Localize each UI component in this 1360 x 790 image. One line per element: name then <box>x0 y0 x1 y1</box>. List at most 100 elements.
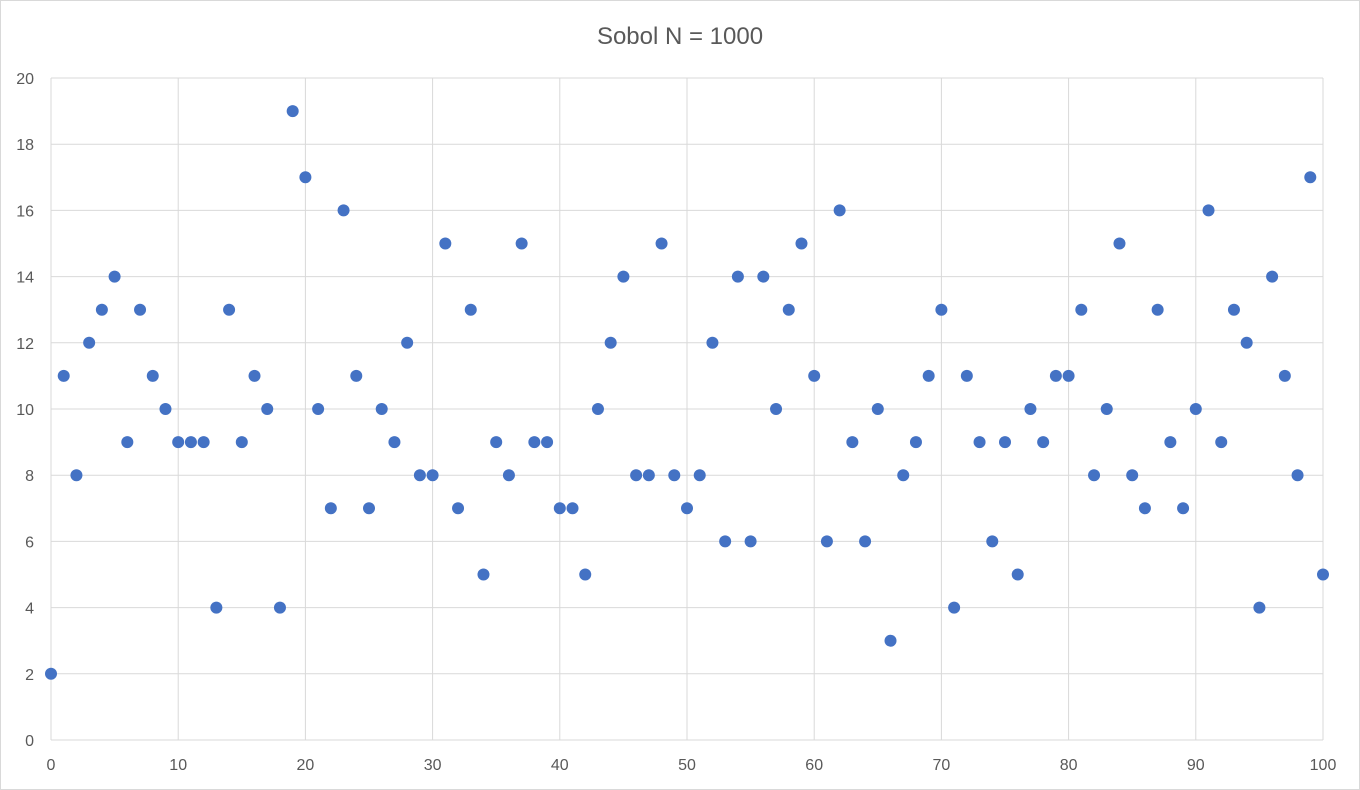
data-point <box>846 436 859 449</box>
data-point <box>935 303 948 316</box>
data-point <box>210 601 223 614</box>
data-point <box>45 667 57 680</box>
data-point <box>541 436 554 449</box>
x-tick-label: 70 <box>933 757 951 774</box>
data-point <box>83 336 96 349</box>
data-point <box>1291 469 1304 482</box>
data-point <box>248 369 261 382</box>
data-point <box>1126 469 1139 482</box>
data-point <box>579 568 592 581</box>
y-tick-label: 12 <box>16 336 34 353</box>
x-tick-label: 50 <box>678 757 696 774</box>
data-point <box>1151 303 1164 316</box>
data-point <box>477 568 490 581</box>
gridlines <box>50 77 1324 741</box>
data-point <box>388 436 401 449</box>
y-tick-label: 10 <box>16 402 34 419</box>
data-point <box>617 270 630 283</box>
data-point <box>591 403 604 415</box>
data-point <box>1062 369 1075 382</box>
y-axis-tick-labels: 0 2 4 6 8 10 12 14 16 18 20 <box>16 71 34 750</box>
data-point <box>630 469 643 482</box>
y-tick-label: 4 <box>25 601 34 618</box>
data-point <box>986 535 999 548</box>
data-point <box>655 237 668 250</box>
data-point <box>363 502 375 515</box>
x-tick-label: 90 <box>1187 757 1205 774</box>
data-point <box>439 237 452 250</box>
data-point <box>782 303 795 316</box>
data-point <box>553 502 566 515</box>
data-point <box>706 336 719 349</box>
data-point <box>197 436 210 449</box>
data-point <box>999 436 1011 449</box>
data-point <box>528 436 541 449</box>
data-point <box>235 436 248 449</box>
data-point <box>57 369 70 382</box>
x-tick-label: 0 <box>47 757 56 774</box>
chart-title: Sobol N = 1000 <box>597 23 763 50</box>
data-point <box>922 369 935 382</box>
data-point <box>1304 171 1317 184</box>
x-tick-label: 60 <box>805 757 823 774</box>
data-point <box>159 403 172 415</box>
data-point <box>1100 403 1113 415</box>
y-tick-label: 14 <box>16 270 34 287</box>
y-tick-label: 0 <box>25 733 34 750</box>
data-point <box>871 403 884 415</box>
data-point <box>401 336 414 349</box>
y-tick-label: 18 <box>16 137 34 154</box>
x-tick-label: 20 <box>297 757 315 774</box>
data-point <box>1113 237 1126 250</box>
y-tick-label: 16 <box>16 203 34 220</box>
data-point <box>515 237 528 250</box>
data-point <box>1075 303 1088 316</box>
y-tick-label: 6 <box>25 534 34 551</box>
data-point <box>1049 369 1062 382</box>
data-point <box>795 237 808 250</box>
y-tick-label: 2 <box>25 667 34 684</box>
data-point <box>108 270 121 283</box>
data-point <box>909 436 922 449</box>
data-point <box>121 436 134 449</box>
data-point <box>134 303 147 316</box>
data-point <box>770 403 783 415</box>
data-point <box>184 436 197 449</box>
data-point <box>744 535 757 548</box>
data-point <box>172 436 185 449</box>
data-point <box>1011 568 1024 581</box>
data-point <box>1227 303 1240 316</box>
data-point <box>960 369 973 382</box>
data-point <box>897 469 910 482</box>
data-point <box>668 469 681 482</box>
data-point <box>273 601 286 614</box>
data-point <box>859 535 872 548</box>
data-point <box>1088 469 1101 482</box>
data-point <box>452 502 465 515</box>
data-point <box>1266 270 1279 283</box>
data-point <box>413 469 426 482</box>
data-point <box>146 369 159 382</box>
data-point <box>884 634 897 647</box>
y-tick-label: 8 <box>25 468 34 485</box>
data-point <box>286 105 299 118</box>
data-point <box>502 469 515 482</box>
data-point <box>1164 436 1177 449</box>
data-point <box>757 270 770 283</box>
data-point <box>324 502 337 515</box>
data-point <box>312 403 325 415</box>
data-point <box>223 303 236 316</box>
data-point <box>1317 568 1329 581</box>
data-point <box>464 303 477 316</box>
data-point <box>948 601 961 614</box>
data-point <box>490 436 503 449</box>
data-point <box>375 403 388 415</box>
data-point <box>719 535 732 548</box>
data-point <box>681 502 693 515</box>
data-point <box>1138 502 1151 515</box>
x-tick-label: 30 <box>424 757 442 774</box>
data-point <box>1177 502 1190 515</box>
data-point <box>70 469 83 482</box>
data-point <box>337 204 350 217</box>
